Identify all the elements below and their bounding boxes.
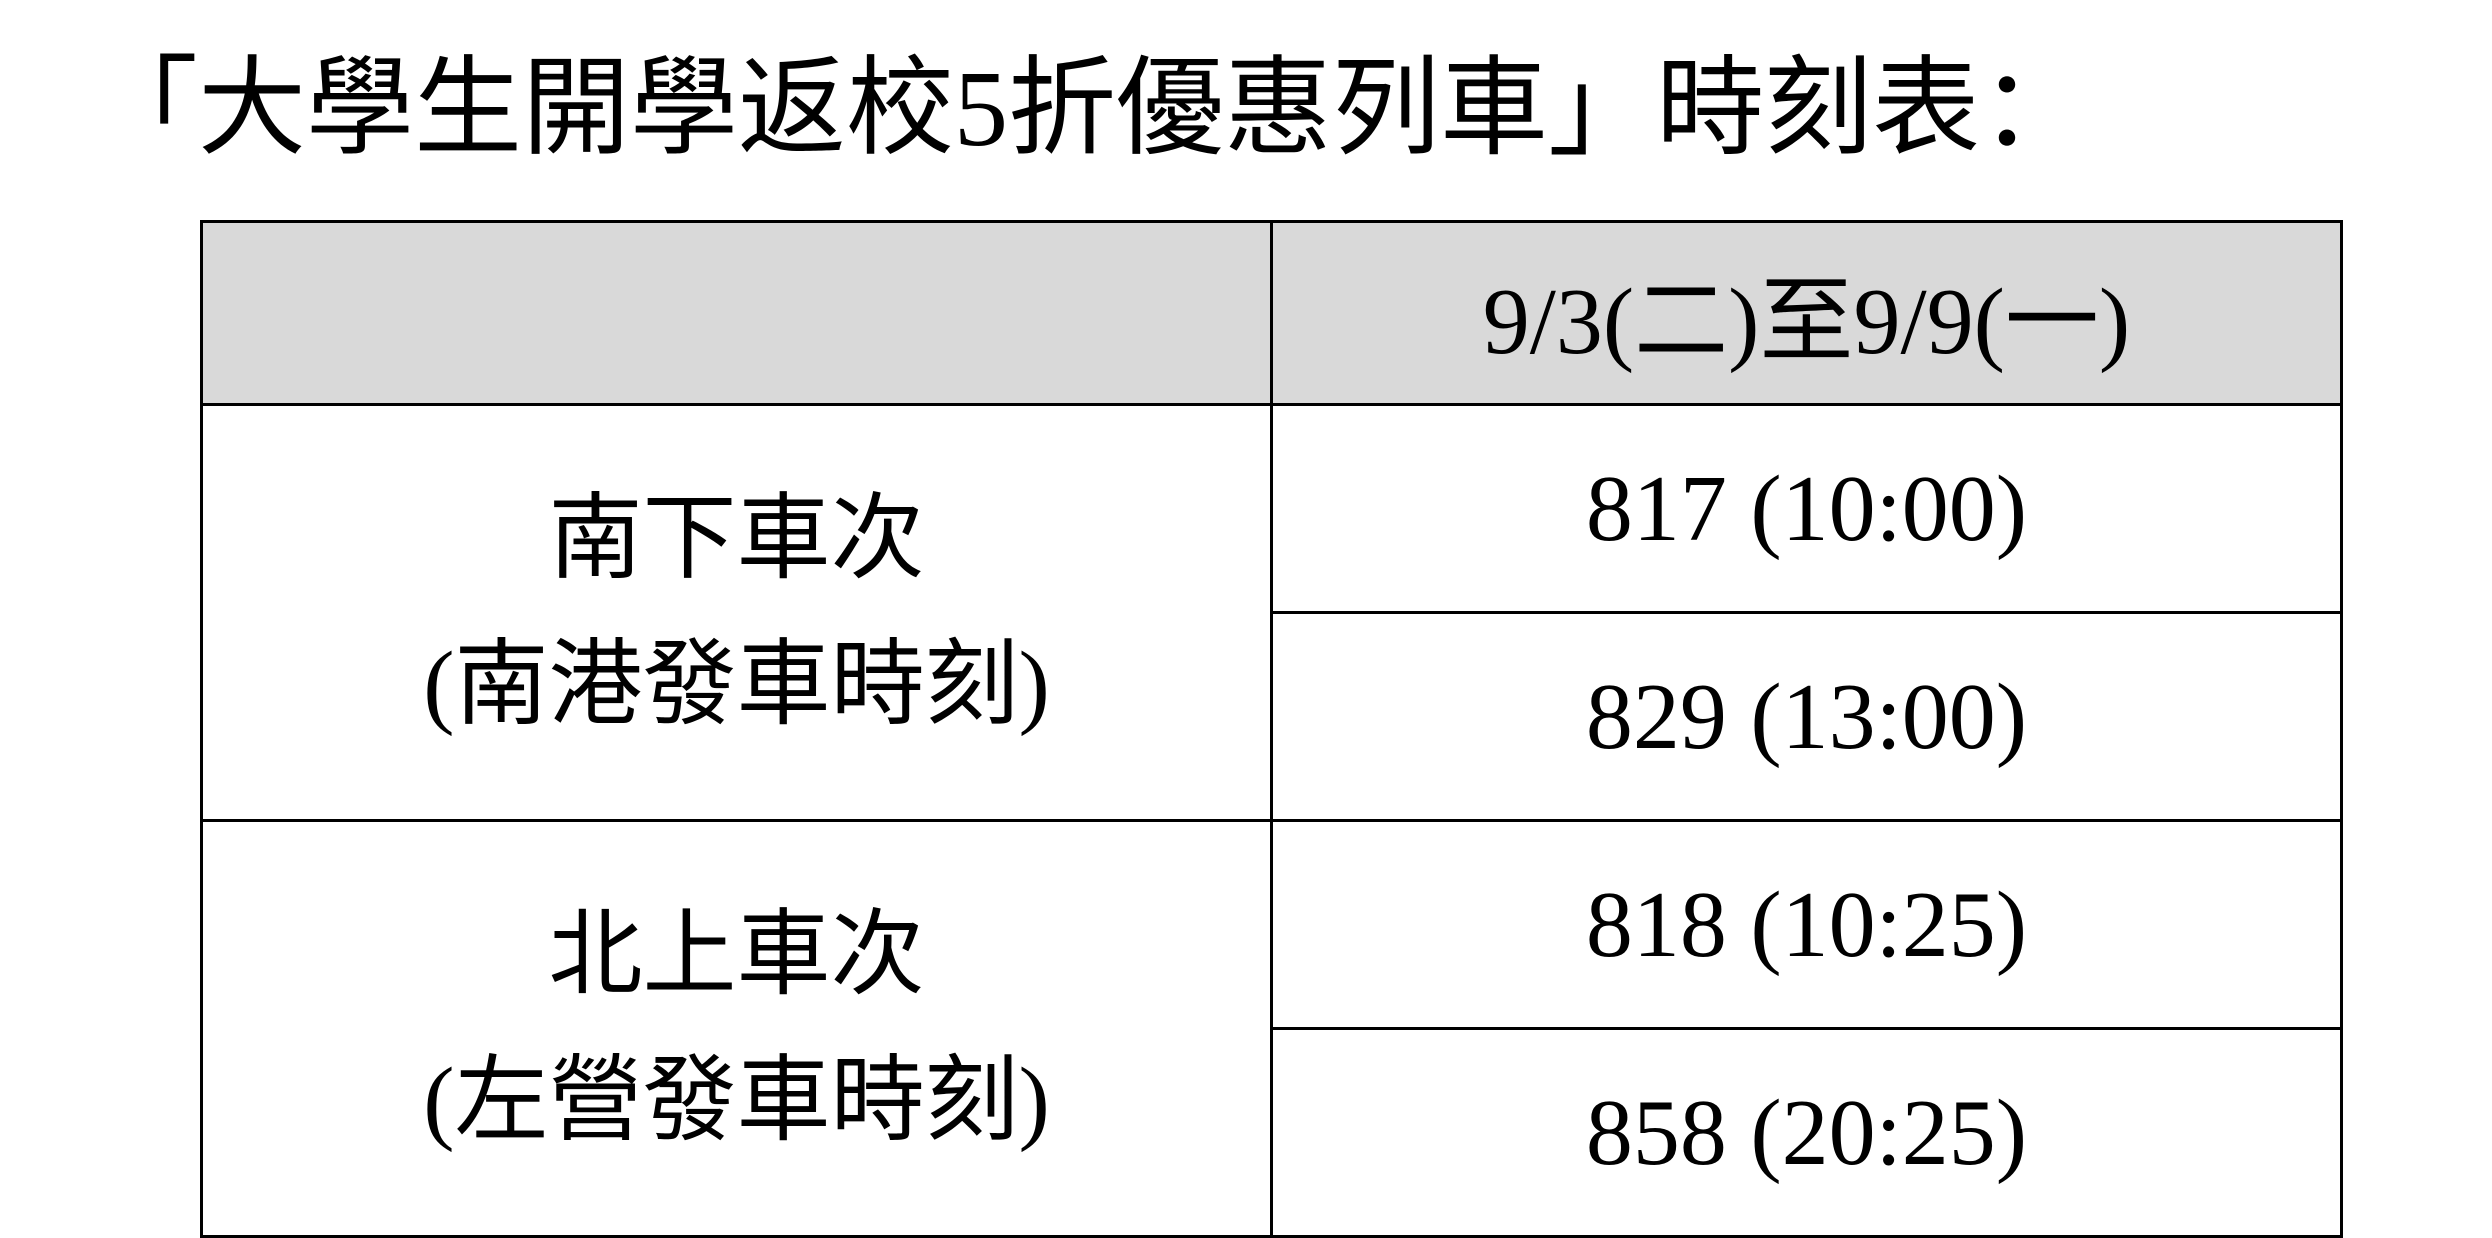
train-cell: 829 (13:00) xyxy=(1272,613,2342,821)
row-label-line2: (左營發車時刻) xyxy=(203,1029,1270,1175)
page: 「大學生開學返校5折優惠列車」時刻表： 9/3(二)至9/9(一) 南下車次 (… xyxy=(0,0,2492,1230)
train-cell: 858 (20:25) xyxy=(1272,1029,2342,1237)
row-label-line2: (南港發車時刻) xyxy=(203,613,1270,759)
page-title: 「大學生開學返校5折優惠列車」時刻表： xyxy=(90,40,2402,180)
table-row: 南下車次 (南港發車時刻) 817 (10:00) xyxy=(202,405,2342,613)
schedule-table: 9/3(二)至9/9(一) 南下車次 (南港發車時刻) 817 (10:00) … xyxy=(200,220,2343,1238)
train-cell: 817 (10:00) xyxy=(1272,405,2342,613)
table-header-row: 9/3(二)至9/9(一) xyxy=(202,222,2342,405)
train-cell: 818 (10:25) xyxy=(1272,821,2342,1029)
table-row: 北上車次 (左營發車時刻) 818 (10:25) xyxy=(202,821,2342,1029)
row-label-line1: 南下車次 xyxy=(203,467,1270,613)
header-date-range: 9/3(二)至9/9(一) xyxy=(1272,222,2342,405)
southbound-label: 南下車次 (南港發車時刻) xyxy=(202,405,1272,821)
header-blank-cell xyxy=(202,222,1272,405)
northbound-label: 北上車次 (左營發車時刻) xyxy=(202,821,1272,1237)
row-label-line1: 北上車次 xyxy=(203,883,1270,1029)
